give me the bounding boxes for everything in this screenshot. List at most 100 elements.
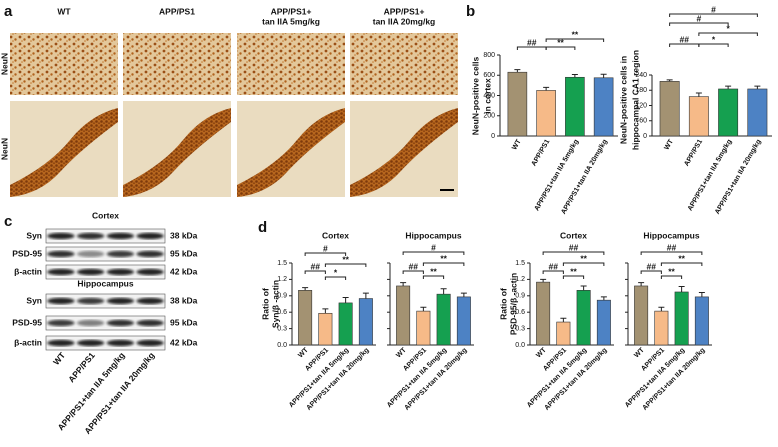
kda-label: 95 kDa [170, 248, 198, 258]
significance-label: ## [311, 261, 321, 271]
error-bar [638, 282, 645, 286]
significance-label: # [323, 243, 328, 253]
significance-bracket [640, 270, 662, 274]
significance-label: ## [667, 242, 677, 252]
blot-band [76, 250, 105, 258]
error-bar [560, 317, 567, 323]
blot-frame [45, 293, 166, 309]
significance-label: ** [440, 253, 447, 263]
micrograph [350, 33, 458, 95]
protein-label: Syn [26, 230, 42, 240]
y-tick-label: 1.5 [277, 260, 287, 267]
bar [556, 321, 571, 346]
error-bar [678, 286, 685, 292]
cell-layer [123, 108, 231, 197]
bar [576, 290, 591, 346]
significance-label: # [431, 242, 436, 252]
y-tick-label: 400 [483, 92, 495, 99]
y-tick-label: 1.5 [515, 260, 525, 267]
error-bar [698, 292, 705, 297]
significance-label: ## [409, 261, 419, 271]
significance-label: ** [580, 253, 587, 263]
blot-band [136, 297, 164, 305]
blot-band [106, 319, 135, 327]
significance-bracket [304, 270, 326, 274]
lane-label: APP/PS1 [66, 350, 97, 384]
significance-bracket [542, 251, 605, 255]
kda-label: 95 kDa [170, 317, 198, 327]
significance-bracket [640, 251, 703, 255]
row-label: NeuN [0, 138, 9, 160]
significance-bracket [516, 46, 547, 50]
blot-band [47, 268, 75, 276]
bar [694, 296, 709, 346]
error-bar [571, 73, 578, 78]
bar [298, 290, 313, 346]
blot-band [106, 232, 135, 240]
row-label: NeuN [0, 53, 9, 75]
micrograph [10, 33, 118, 95]
significance-label: ** [668, 266, 675, 276]
bar [596, 299, 611, 346]
y-axis-label: NeuN-positive cells [470, 57, 480, 136]
significance-label: ** [430, 266, 437, 276]
column-header: APP/PS1 [159, 6, 195, 16]
y-tick-label: 0.9 [277, 293, 287, 300]
panel-label: d [258, 219, 267, 236]
y-axis-label: Syn/β -actin [270, 280, 280, 328]
y-tick-label: 0 [643, 133, 647, 140]
x-tick-label: WT [535, 346, 548, 359]
error-bar [420, 306, 427, 312]
blot-band [76, 232, 105, 240]
blot-frame [45, 335, 166, 351]
kda-label: 38 kDa [170, 295, 198, 305]
significance-bracket [669, 13, 758, 17]
y-tick-label: 600 [483, 72, 495, 79]
micrograph [123, 33, 231, 95]
y-tick-label: 1.2 [277, 276, 287, 283]
cell-layer [237, 108, 345, 197]
significance-bracket [698, 32, 758, 36]
blot-band [136, 232, 164, 240]
y-tick-label: 180 [635, 87, 647, 94]
significance-label: ## [549, 261, 559, 271]
blot-frame [45, 264, 166, 280]
blot-band [106, 297, 135, 305]
significance-label: ## [647, 261, 657, 271]
error-bar [600, 73, 607, 78]
y-tick-label: 0.3 [515, 325, 525, 332]
error-bar [460, 292, 467, 297]
protein-label: PSD-95 [12, 317, 42, 327]
kda-label: 42 kDa [170, 266, 198, 276]
column-header: WT [57, 6, 71, 16]
x-tick-label: WT [663, 138, 675, 152]
error-bar [400, 282, 407, 286]
error-bar [580, 285, 587, 291]
significance-bracket [698, 43, 729, 47]
blot-band [76, 297, 105, 305]
bar [456, 296, 471, 346]
chart-title: Cortex [560, 230, 587, 240]
significance-label: ## [527, 37, 537, 47]
significance-label: ** [572, 29, 579, 39]
bar [358, 298, 373, 346]
kda-label: 42 kDa [170, 337, 198, 347]
x-tick-label: WT [633, 346, 646, 359]
blot-band [47, 232, 75, 240]
protein-label: β-actin [14, 337, 42, 347]
significance-bracket [545, 38, 605, 42]
chart-title: Hippocampus [643, 230, 699, 240]
blot-band [47, 319, 75, 327]
panel-label: b [466, 3, 475, 20]
x-tick-label: WT [511, 138, 523, 152]
error-bar [543, 86, 550, 91]
significance-label: # [711, 4, 716, 14]
bar [536, 90, 556, 137]
significance-label: ** [570, 266, 577, 276]
error-bar [725, 85, 732, 89]
significance-label: * [726, 23, 730, 33]
blot-band [76, 339, 105, 347]
x-tick-label: APP/PS1 [683, 138, 704, 167]
blot-band [76, 268, 105, 276]
y-axis-label: in cortex [482, 78, 492, 114]
